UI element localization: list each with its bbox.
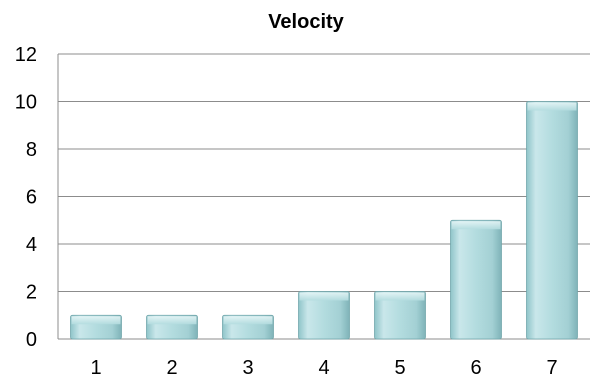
bar-7 xyxy=(526,101,578,340)
x-tick-label-6: 6 xyxy=(470,357,481,379)
bar-2 xyxy=(146,314,198,340)
bar-body-5 xyxy=(374,291,426,340)
x-tick-label-7: 7 xyxy=(546,357,557,379)
x-tick-label-2: 2 xyxy=(166,357,177,379)
x-tick-label-4: 4 xyxy=(318,357,329,379)
x-tick-label-3: 3 xyxy=(242,357,253,379)
bar-top-bevel-2 xyxy=(147,316,197,325)
bar-4 xyxy=(298,291,350,340)
chart-title: Velocity xyxy=(268,11,344,33)
y-tick-label-12: 12 xyxy=(15,44,37,66)
x-tick-label-1: 1 xyxy=(90,357,101,379)
y-tick-label-8: 8 xyxy=(26,139,37,161)
bar-top-bevel-3 xyxy=(223,316,273,325)
grid-layer xyxy=(58,53,590,292)
bar-layer xyxy=(70,101,578,340)
bar-body-4 xyxy=(298,291,350,340)
y-tick-label-6: 6 xyxy=(26,187,37,209)
bar-6 xyxy=(450,219,502,340)
y-tick-label-2: 2 xyxy=(26,282,37,304)
y-tick-label-0: 0 xyxy=(26,329,37,351)
bar-body-7 xyxy=(526,101,578,340)
bar-top-bevel-7 xyxy=(527,102,577,111)
bar-top-bevel-5 xyxy=(375,292,425,301)
y-axis-tick-labels: 0 2 4 6 8 10 12 xyxy=(15,44,37,351)
bar-5 xyxy=(374,291,426,340)
bar-top-bevel-4 xyxy=(299,292,349,301)
y-tick-label-10: 10 xyxy=(15,92,37,114)
bar-top-bevel-6 xyxy=(451,221,501,230)
x-axis-tick-labels: 1 2 3 4 5 6 7 xyxy=(90,357,557,379)
bar-3 xyxy=(222,314,274,340)
bar-1 xyxy=(70,314,122,340)
bar-top-bevel-1 xyxy=(71,316,121,325)
x-tick-label-5: 5 xyxy=(394,357,405,379)
bar-body-6 xyxy=(450,219,502,340)
y-tick-label-4: 4 xyxy=(26,234,37,256)
